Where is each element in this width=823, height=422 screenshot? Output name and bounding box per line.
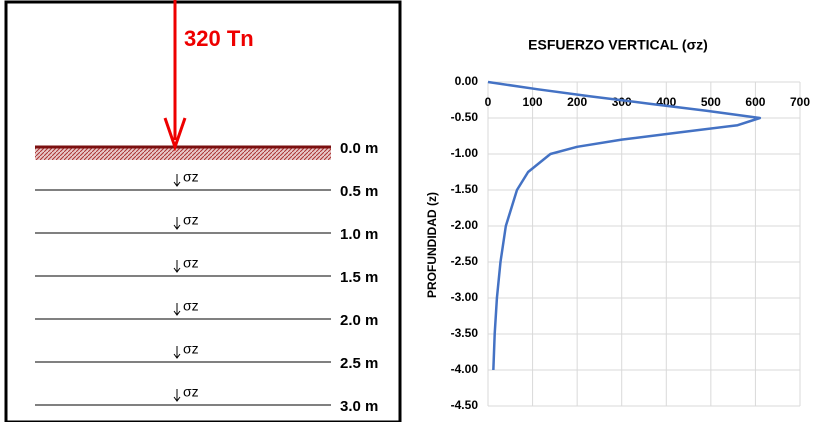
depth-label: 2.0 m xyxy=(340,312,378,329)
page: 320 Tn ESFUERZO VERTICAL (σz) PROFUNDIDA… xyxy=(0,0,823,422)
depth-label: 1.5 m xyxy=(340,269,378,286)
y-tick-label: -4.00 xyxy=(451,362,479,376)
y-tick-label: -1.50 xyxy=(451,182,479,196)
ground xyxy=(35,147,331,160)
depth-label: 0.5 m xyxy=(340,183,378,200)
sigma-label: σz xyxy=(183,298,199,314)
x-tick-label: 600 xyxy=(745,95,765,109)
y-axis-label: PROFUNDIDAD (z) xyxy=(425,192,439,298)
sigma-label: σz xyxy=(183,341,199,357)
x-tick-label: 0 xyxy=(485,95,492,109)
depth-label: 2.5 m xyxy=(340,355,378,372)
load-label: 320 Tn xyxy=(184,26,254,51)
x-tick-label: 700 xyxy=(790,95,810,109)
sigma-label: σz xyxy=(183,169,199,185)
depth-label: 0.0 m xyxy=(340,140,378,157)
sigma-label: σz xyxy=(183,384,199,400)
sigma-label: σz xyxy=(183,212,199,228)
depth-label: 3.0 m xyxy=(340,398,378,415)
x-tick-label: 500 xyxy=(701,95,721,109)
y-tick-label: -2.00 xyxy=(451,218,479,232)
y-tick-label: -3.50 xyxy=(451,326,479,340)
sigma-label: σz xyxy=(183,255,199,271)
chart-title: ESFUERZO VERTICAL (σz) xyxy=(528,37,708,53)
y-tick-label: -0.50 xyxy=(451,110,479,124)
y-tick-label: 0.00 xyxy=(455,74,479,88)
depth-label: 1.0 m xyxy=(340,226,378,243)
y-tick-label: -1.00 xyxy=(451,146,479,160)
x-tick-label: 200 xyxy=(567,95,587,109)
y-tick-label: -3.00 xyxy=(451,290,479,304)
x-tick-label: 100 xyxy=(523,95,543,109)
figure: 320 Tn ESFUERZO VERTICAL (σz) PROFUNDIDA… xyxy=(0,0,823,422)
y-tick-label: -4.50 xyxy=(451,398,479,412)
y-tick-label: -2.50 xyxy=(451,254,479,268)
